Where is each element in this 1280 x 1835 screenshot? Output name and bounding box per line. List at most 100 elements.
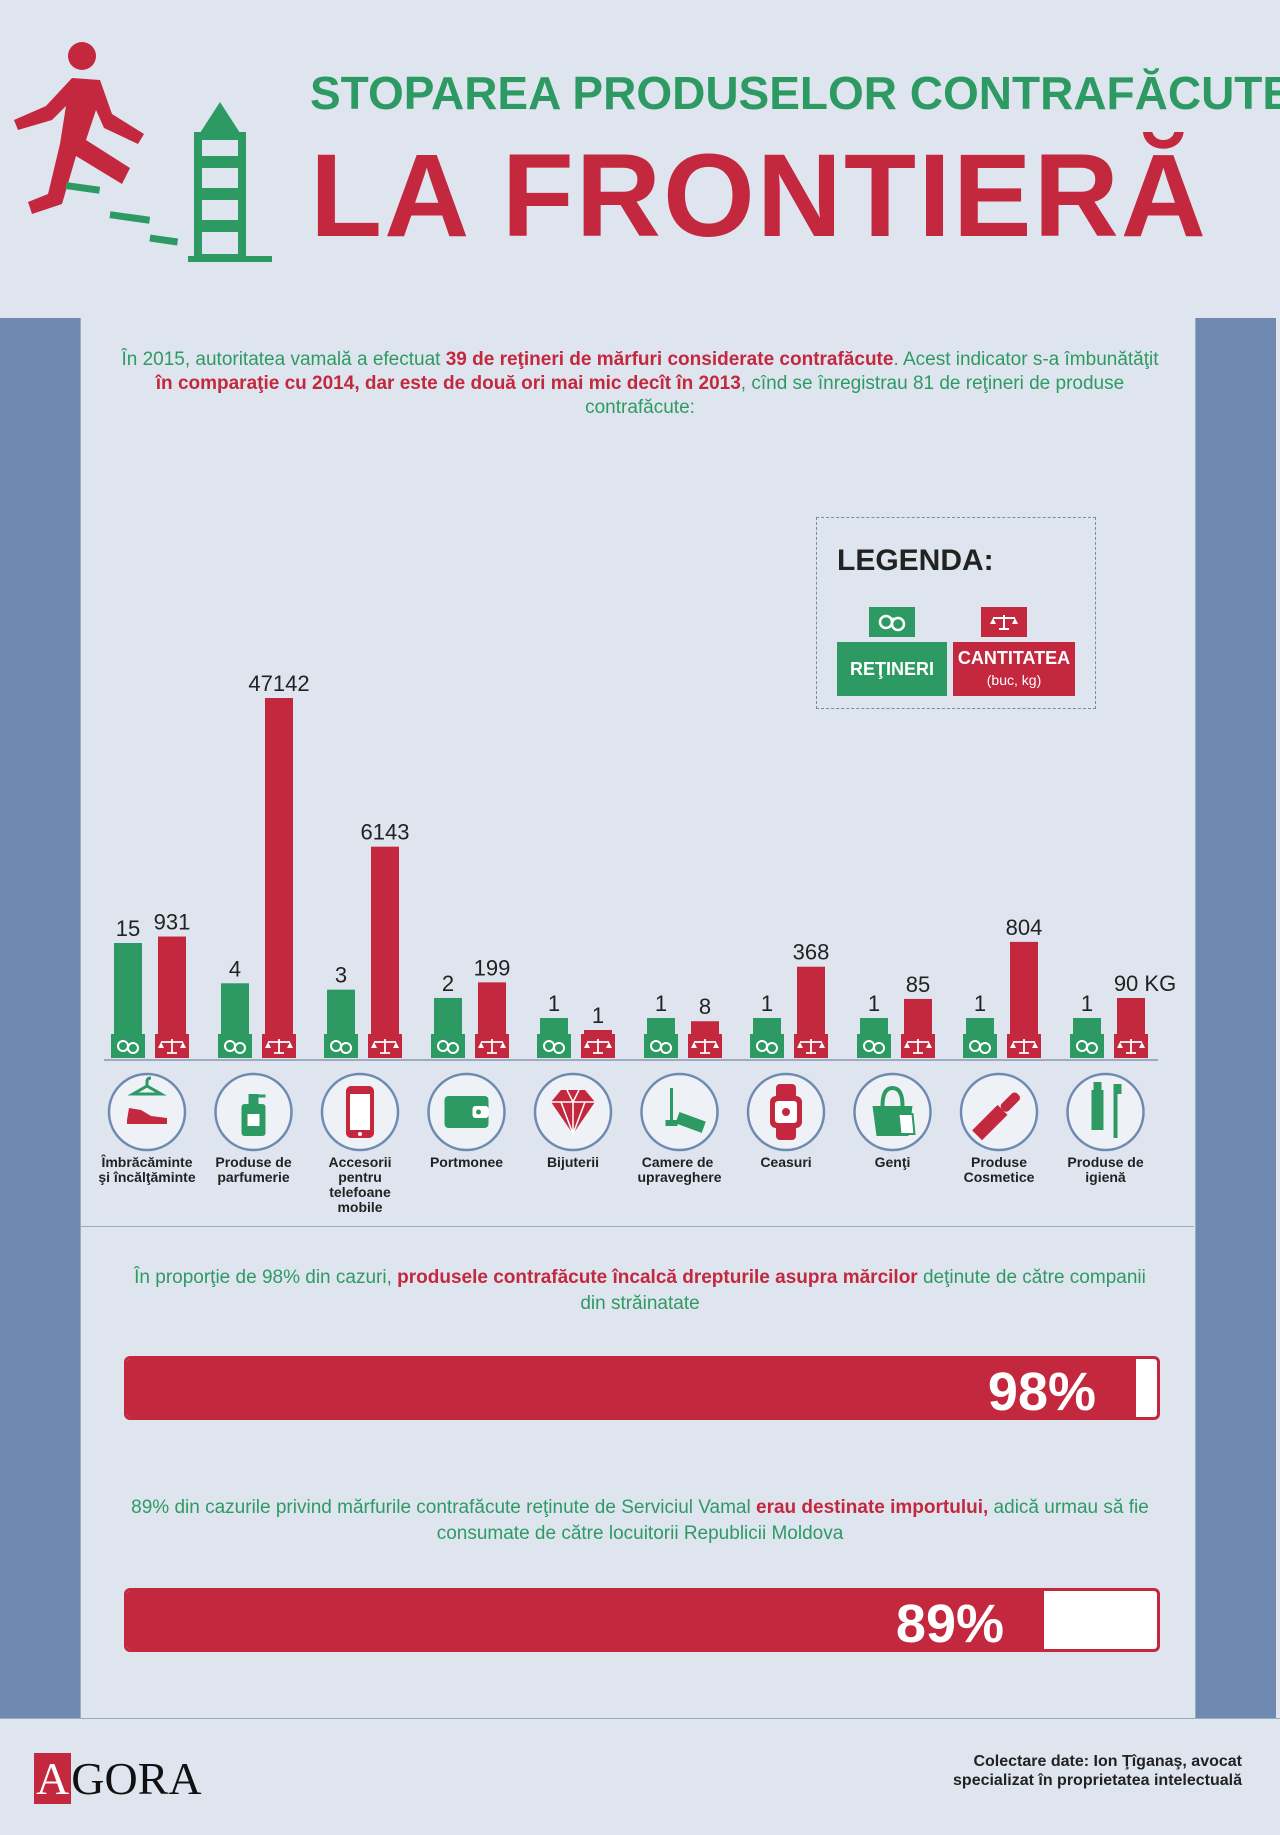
cantitatea-label: 199 bbox=[474, 955, 511, 980]
camera-icon bbox=[665, 1088, 706, 1133]
right-sidebar bbox=[1196, 318, 1276, 1718]
progress-label-89: 89% bbox=[895, 1594, 1004, 1652]
retineri-bar bbox=[1073, 1018, 1101, 1034]
legend-cantitatea-label: CANTITATEA bbox=[957, 648, 1071, 668]
cantitatea-label: 90 KG bbox=[1114, 971, 1176, 996]
perfume-bottle-icon bbox=[241, 1094, 266, 1136]
handcuffs-icon bbox=[857, 1034, 891, 1058]
category-label: Produse Cosmetice bbox=[964, 1154, 1035, 1185]
cantitatea-label: 931 bbox=[154, 910, 191, 935]
handcuffs-icon bbox=[1070, 1034, 1104, 1058]
category-circle bbox=[1066, 1072, 1145, 1152]
progress-bar-89: 89% bbox=[124, 1588, 1160, 1652]
retineri-bar bbox=[647, 1018, 675, 1034]
page-title: LA FRONTIERĂ bbox=[310, 130, 1208, 262]
cantitatea-label: 804 bbox=[1006, 915, 1043, 940]
intro-part3: , cînd se înregistrau 81 de reţineri de … bbox=[585, 373, 1125, 418]
cantitatea-bar bbox=[371, 846, 399, 1034]
scales-icon bbox=[901, 1034, 935, 1058]
stat1-bold: produsele contrafăcute încalcă drepturil… bbox=[397, 1267, 918, 1288]
category-label: Ceasuri bbox=[760, 1154, 811, 1170]
cantitatea-bar bbox=[797, 966, 825, 1034]
handcuffs-icon bbox=[963, 1034, 997, 1058]
scales-icon bbox=[688, 1034, 722, 1058]
agora-logo: AGORA bbox=[34, 1753, 202, 1804]
retineri-label: 1 bbox=[974, 991, 986, 1016]
wallet-icon bbox=[444, 1096, 489, 1128]
category-label: Bijuterii bbox=[547, 1154, 599, 1170]
handcuffs-icon bbox=[869, 607, 915, 637]
progress-bar-98: 98% bbox=[124, 1356, 1160, 1420]
handcuffs-icon bbox=[111, 1034, 145, 1058]
progress-label-98: 98% bbox=[987, 1362, 1096, 1420]
retineri-bar bbox=[860, 1018, 888, 1034]
legend-cantitatea: CANTITATEA (buc, kg) bbox=[953, 642, 1075, 696]
border-post-icon bbox=[188, 102, 272, 262]
left-sidebar bbox=[0, 318, 80, 1718]
category-circle bbox=[107, 1072, 187, 1152]
cantitatea-label: 8 bbox=[699, 994, 711, 1019]
retineri-label: 1 bbox=[868, 991, 880, 1016]
stat2-text: 89% din cazurile privind mărfurile contr… bbox=[120, 1495, 1160, 1547]
retineri-bar bbox=[753, 1018, 781, 1034]
cantitatea-label: 368 bbox=[793, 940, 830, 965]
cantitatea-bar bbox=[691, 1021, 719, 1034]
cantitatea-bar bbox=[478, 982, 506, 1034]
handcuffs-icon bbox=[324, 1034, 358, 1058]
cantitatea-label: 47142 bbox=[248, 671, 309, 696]
scales-icon bbox=[794, 1034, 828, 1058]
intro-bold2: în comparaţie cu 2014, dar este de două … bbox=[155, 373, 741, 394]
scales-icon bbox=[155, 1034, 189, 1058]
stat2-bold: erau destinate importului, bbox=[756, 1497, 989, 1518]
intro-text: În 2015, autoritatea vamală a efectuat 3… bbox=[120, 348, 1160, 420]
category-label: Portmonee bbox=[430, 1154, 503, 1170]
credit-line1: Colectare date: Ion Ţîganaş, avocat bbox=[973, 1753, 1242, 1770]
handcuffs-icon bbox=[644, 1034, 678, 1058]
scales-icon bbox=[581, 1034, 615, 1058]
scales-icon bbox=[262, 1034, 296, 1058]
cantitatea-bar bbox=[1117, 997, 1145, 1034]
progress-fill-89 bbox=[127, 1591, 1044, 1649]
handcuffs-icon bbox=[750, 1034, 784, 1058]
category-label: Camere de upraveghere bbox=[637, 1154, 721, 1185]
stat2-part2: adică urmau să fie consumate de către lo… bbox=[436, 1497, 1149, 1544]
scales-icon bbox=[1007, 1034, 1041, 1058]
stat1-text: În proporţie de 98% din cazuri, produsel… bbox=[120, 1265, 1160, 1317]
subtitle: STOPAREA PRODUSELOR CONTRAFĂCUTE bbox=[310, 67, 1280, 119]
credit: Colectare date: Ion Ţîganaş, avocat speci… bbox=[953, 1752, 1242, 1790]
legend-retineri: REŢINERI bbox=[837, 642, 947, 696]
intro-bold1: 39 de reţineri de mărfuri considerate co… bbox=[445, 349, 894, 370]
category-label: Îmbrăcăminte şi încălţăminte bbox=[98, 1153, 195, 1185]
retineri-bar bbox=[966, 1018, 994, 1034]
category-label: Produse de igienă bbox=[1067, 1154, 1143, 1185]
footer bbox=[0, 1718, 1280, 1835]
legend: LEGENDA: REŢINERI CANTITATEA (buc, kg) bbox=[816, 517, 1096, 709]
retineri-label: 1 bbox=[548, 991, 560, 1016]
hanger-shoe-icon bbox=[127, 1076, 167, 1124]
mobile-phone-icon bbox=[346, 1086, 374, 1138]
cantitatea-bar bbox=[265, 698, 293, 1034]
legend-title: LEGENDA: bbox=[837, 544, 994, 577]
cantitatea-bar bbox=[904, 998, 932, 1034]
retineri-bar bbox=[114, 943, 142, 1034]
retineri-bar bbox=[327, 989, 355, 1034]
cantitatea-bar bbox=[158, 936, 186, 1034]
cantitatea-bar bbox=[1010, 941, 1038, 1034]
handcuffs-icon bbox=[218, 1034, 252, 1058]
retineri-bar bbox=[434, 997, 462, 1034]
intro-part2: . Acest indicator s-a îmbunătăţit bbox=[893, 349, 1159, 370]
category-label: Accesorii pentru telefoane mobile bbox=[328, 1154, 391, 1215]
scales-icon bbox=[368, 1034, 402, 1058]
toothpaste-icon bbox=[1091, 1082, 1122, 1138]
retineri-bar bbox=[221, 983, 249, 1034]
retineri-label: 15 bbox=[116, 916, 140, 941]
retineri-label: 3 bbox=[335, 963, 347, 988]
watch-icon bbox=[770, 1084, 802, 1140]
cantitatea-bar bbox=[584, 1030, 612, 1034]
intro-part1: În 2015, autoritatea vamală a efectuat bbox=[121, 349, 446, 370]
progress-fill-98 bbox=[127, 1359, 1136, 1417]
category-label: Genţi bbox=[875, 1154, 911, 1170]
section-divider bbox=[80, 1226, 1194, 1227]
cantitatea-label: 85 bbox=[906, 972, 930, 997]
stat1-part1: În proporţie de 98% din cazuri, bbox=[134, 1267, 398, 1288]
